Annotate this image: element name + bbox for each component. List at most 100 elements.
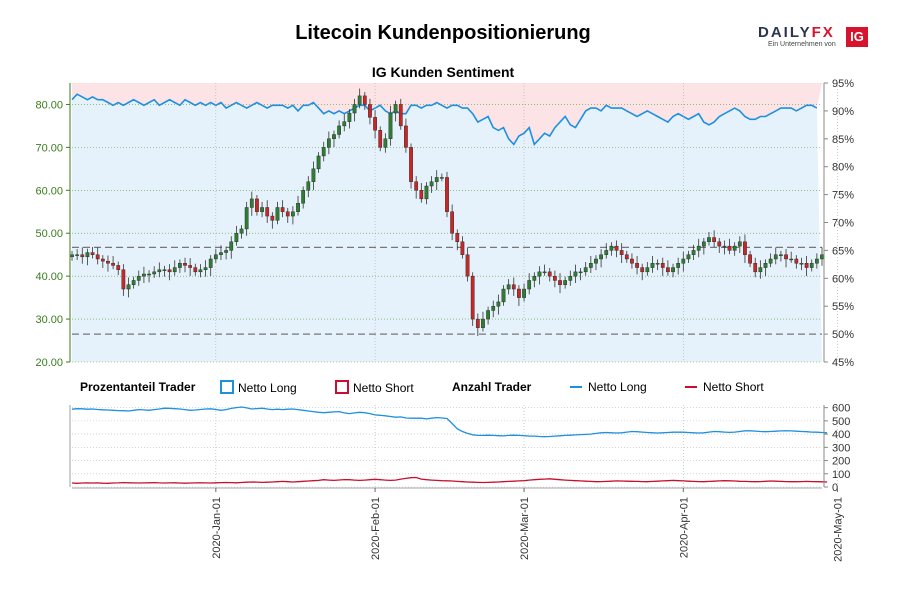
- right-tick-label: 55%: [832, 301, 854, 313]
- candle-body: [439, 177, 444, 179]
- candle-body: [157, 269, 162, 273]
- candle-body: [727, 245, 732, 251]
- candle-body: [630, 258, 634, 264]
- legend-count-short[interactable]: Netto Short: [685, 380, 764, 394]
- candle-body: [758, 267, 763, 273]
- left-tick-label: 50.00: [35, 228, 63, 240]
- candle-body: [614, 245, 619, 251]
- candle-body: [666, 267, 670, 273]
- candle-body: [583, 267, 588, 273]
- candle-body: [773, 254, 778, 260]
- net-long-count-line: [71, 406, 828, 438]
- candle-body: [126, 284, 131, 290]
- candle-body: [208, 258, 213, 268]
- candle-body: [573, 271, 578, 277]
- reference-lines: [72, 246, 822, 335]
- candle-body: [799, 263, 804, 265]
- candle-body: [568, 275, 573, 281]
- candle-body: [814, 258, 819, 264]
- candle-body: [393, 104, 398, 114]
- chart-title: Litecoin Kundenpositionierung: [295, 22, 591, 44]
- candle-body: [142, 273, 146, 277]
- candle-body: [224, 250, 228, 253]
- candle-body: [470, 275, 475, 320]
- candle-body: [460, 241, 465, 255]
- candle-body: [558, 280, 562, 285]
- candle-body: [671, 267, 675, 273]
- candle-body: [229, 241, 234, 251]
- candle-body: [121, 269, 126, 290]
- candle-body: [378, 130, 383, 148]
- candle-body: [347, 112, 352, 122]
- ig-logo: IG: [846, 27, 868, 47]
- x-tick-label: 2020-Feb-01: [370, 497, 382, 560]
- candle-body: [455, 233, 460, 243]
- candle-body: [696, 245, 701, 251]
- candle-body: [383, 138, 388, 148]
- candle-body: [116, 265, 121, 270]
- logo-daily: DAILY: [758, 24, 812, 41]
- left-tick-label: 20.00: [35, 357, 63, 369]
- candle-body: [296, 202, 300, 212]
- candle-body: [701, 241, 706, 247]
- candle-body: [270, 215, 275, 221]
- candle-body: [779, 254, 783, 256]
- candle-body: [213, 254, 218, 260]
- candle-body: [188, 265, 193, 268]
- candle-body: [321, 147, 326, 157]
- sub-tick-label: 400: [832, 429, 850, 441]
- candle-body: [193, 267, 198, 273]
- candle-body: [285, 211, 290, 217]
- legend-pct-long[interactable]: Netto Long: [220, 380, 297, 395]
- candle-body: [491, 306, 496, 311]
- sub-tick-label: 600: [832, 403, 850, 415]
- candle-body: [594, 258, 598, 264]
- candle-body: [537, 271, 542, 277]
- candle-body: [244, 207, 249, 230]
- candle-body: [650, 263, 655, 268]
- candle-body: [362, 95, 367, 105]
- candle-body: [450, 211, 455, 234]
- legend-pct-short[interactable]: Netto Short: [335, 380, 414, 395]
- logo-text: DAILYFX: [758, 24, 835, 41]
- candle-body: [563, 280, 568, 285]
- candle-body: [152, 271, 157, 275]
- candle-body: [465, 254, 470, 277]
- candle-body: [475, 318, 480, 328]
- candle-body: [75, 254, 80, 256]
- right-tick-label: 85%: [832, 134, 854, 146]
- left-tick-label: 40.00: [35, 271, 63, 283]
- net-short-area: [72, 83, 822, 145]
- right-tick-label: 45%: [832, 357, 854, 369]
- candle-body: [604, 250, 609, 255]
- candle-body: [280, 207, 285, 212]
- legend-pct-header: Prozentanteil Trader: [80, 380, 196, 394]
- sub-grid: [72, 405, 838, 488]
- right-tick-label: 75%: [832, 190, 854, 202]
- candle-body: [183, 263, 187, 266]
- net-long-area: [72, 94, 822, 362]
- candle-body: [409, 147, 413, 182]
- legend-count-long[interactable]: Netto Long: [570, 380, 647, 394]
- candle-body: [676, 263, 681, 268]
- candle-body: [809, 263, 814, 268]
- candle-body: [342, 121, 347, 127]
- candle-body: [635, 263, 639, 268]
- candle-body: [147, 273, 151, 276]
- candle-body: [820, 254, 824, 260]
- sub-tick-label: 200: [832, 456, 850, 468]
- candle-body: [794, 258, 799, 264]
- logo-fx: FX: [811, 24, 835, 41]
- candle-body: [681, 258, 686, 264]
- dailyfx-logo: DAILYFX Ein Unternehmen von IG: [758, 24, 870, 50]
- candle-body: [388, 112, 393, 139]
- candle-body: [291, 211, 295, 217]
- candle-body: [167, 269, 172, 273]
- logo-subtext: Ein Unternehmen von: [768, 41, 836, 48]
- candle-body: [722, 245, 727, 248]
- candle-body: [506, 284, 511, 290]
- sentiment-line: [71, 93, 818, 146]
- right-tick-label: 65%: [832, 245, 854, 257]
- right-tick-label: 95%: [832, 78, 854, 90]
